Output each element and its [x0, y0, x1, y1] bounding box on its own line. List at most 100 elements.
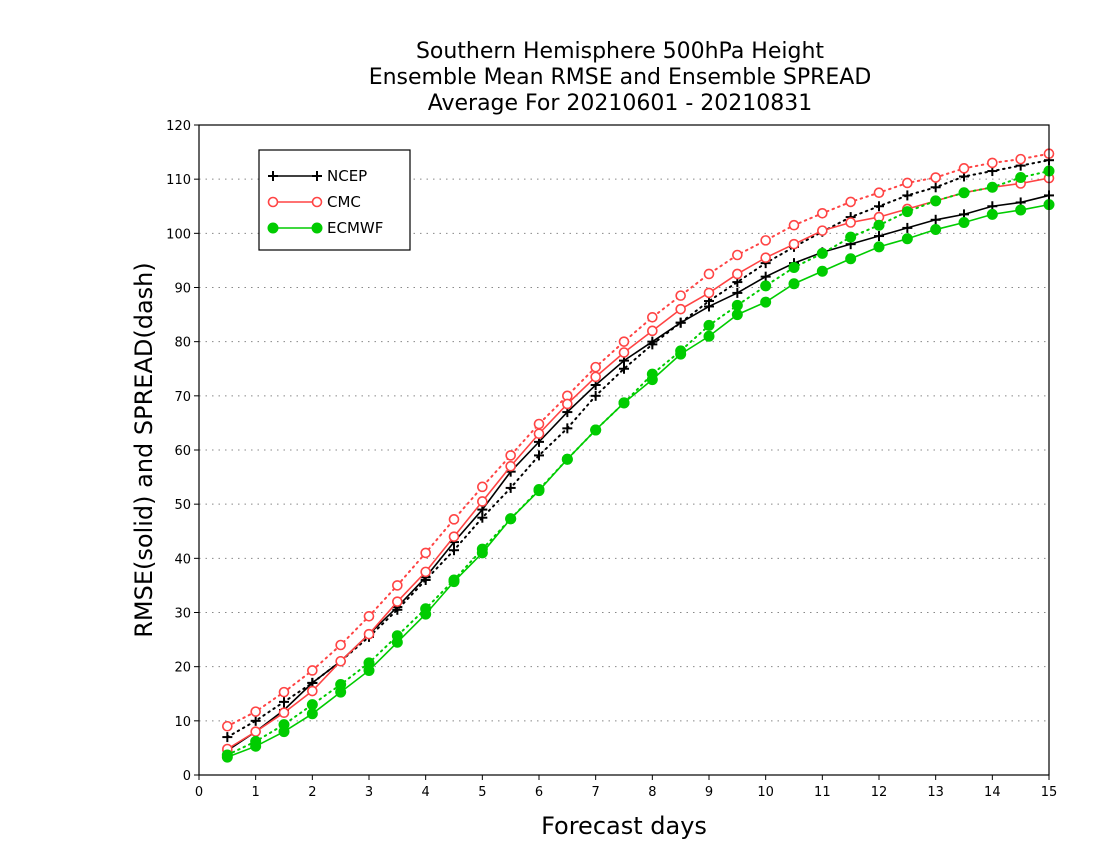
legend-label: NCEP [327, 167, 367, 185]
legend-marker [267, 222, 279, 234]
x-tick-label: 4 [422, 785, 430, 800]
cmc-rmse-point [562, 398, 573, 410]
x-tick-label: 13 [927, 785, 944, 800]
x-tick-label: 6 [535, 785, 543, 800]
ecmwf-spread-point [845, 231, 857, 243]
cmc-spread-point [505, 450, 516, 461]
ecmwf-rmse-point [873, 241, 885, 253]
cmc-spread-point [703, 268, 715, 280]
ncep-spread-point [590, 390, 601, 401]
ecmwf-spread-point [703, 319, 715, 331]
x-tick-label: 11 [814, 785, 831, 800]
cmc-spread-point [477, 481, 488, 493]
ecmwf-spread-point [306, 699, 318, 711]
ncep-spread-line [226, 159, 1050, 739]
cmc-spread-point [873, 187, 885, 199]
chart-title-line: Ensemble Mean RMSE and Ensemble SPREAD [369, 65, 872, 90]
legend: NCEP CMC ECMWF [258, 149, 411, 251]
cmc-rmse-point [278, 707, 290, 719]
cmc-spread-point [987, 157, 998, 169]
cmc-rmse-line [226, 177, 1050, 750]
x-tick-label: 5 [478, 785, 486, 800]
cmc-rmse-point [817, 225, 828, 236]
ecmwf-rmse-point [901, 233, 913, 245]
legend-item-ecmwf: ECMWF [267, 219, 383, 237]
chart-title-line: Average For 20210601 - 20210831 [428, 91, 813, 116]
y-axis: 0 10 20 30 40 50 60 70 80 90 100 110 120 [166, 119, 199, 784]
ecmwf-rmse-point [420, 608, 432, 620]
plot-series [221, 148, 1055, 763]
legend-marker [311, 196, 323, 208]
y-tick-label: 30 [174, 607, 191, 622]
legend-item-cmc: CMC [267, 193, 361, 211]
cmc-spread-point [590, 361, 601, 373]
x-axis: 0 1 2 3 4 5 6 7 8 9 10 11 12 13 14 15 [195, 775, 1057, 800]
legend-marker [311, 222, 323, 234]
x-tick-label: 12 [871, 785, 888, 800]
cmc-spread-point [732, 249, 743, 261]
cmc-rmse-point [505, 460, 516, 472]
chart-title-line: Southern Hemisphere 500hPa Height [416, 39, 824, 64]
cmc-rmse-point [335, 655, 346, 667]
ncep-rmse-point [874, 231, 884, 242]
cmc-spread-point [392, 580, 403, 591]
ncep-spread-point [902, 190, 913, 201]
ecmwf-rmse-point [958, 217, 970, 228]
cmc-spread-point [647, 311, 658, 323]
ncep-spread-point [874, 201, 884, 212]
y-tick-label: 0 [183, 769, 191, 784]
cmc-spread-point [363, 610, 375, 622]
series-ecmwf [221, 165, 1055, 763]
ecmwf-spread-point [788, 261, 800, 273]
series-cmc [222, 148, 1055, 755]
ecmwf-rmse-point [476, 547, 488, 559]
cmc-spread-point [222, 720, 233, 732]
x-axis-label: Forecast days [541, 812, 707, 840]
ecmwf-rmse-point [930, 224, 942, 236]
ecmwf-spread-point [816, 247, 828, 259]
x-tick-label: 0 [195, 785, 203, 800]
chart-title: Southern Hemisphere 500hPa HeightEnsembl… [369, 39, 872, 116]
x-tick-label: 14 [984, 785, 1001, 800]
cmc-rmse-point [448, 531, 460, 542]
legend-marker [267, 196, 279, 208]
ecmwf-spread-point [930, 195, 942, 207]
ecmwf-rmse-point [731, 309, 743, 321]
ecmwf-rmse-point [845, 253, 857, 265]
ncep-rmse-point [732, 287, 743, 298]
ncep-rmse-point [704, 301, 714, 312]
ecmwf-spread-line [226, 170, 1050, 756]
cmc-spread-point [930, 172, 941, 183]
y-tick-label: 60 [174, 444, 191, 459]
y-tick-label: 90 [174, 282, 191, 297]
ecmwf-rmse-point [618, 397, 630, 409]
ncep-rmse-line [226, 194, 1050, 752]
ncep-rmse-point [760, 271, 771, 282]
x-tick-label: 3 [365, 785, 373, 800]
y-gridlines [199, 178, 1049, 722]
ncep-rmse-point [930, 214, 941, 225]
cmc-spread-point [1015, 153, 1026, 165]
ecmwf-rmse-point [675, 348, 687, 360]
x-tick-label: 10 [757, 785, 774, 800]
y-axis-label: RMSE(solid) and SPREAD(dash) [130, 262, 158, 638]
ecmwf-rmse-point [816, 265, 828, 277]
ecmwf-rmse-point [250, 740, 262, 752]
cmc-rmse-point [533, 428, 545, 440]
cmc-spread-point [760, 235, 771, 246]
cmc-rmse-point [307, 685, 318, 697]
cmc-rmse-point [590, 371, 601, 383]
y-tick-label: 20 [174, 661, 191, 676]
ecmwf-rmse-point [760, 296, 772, 308]
ecmwf-rmse-point [448, 576, 460, 588]
cmc-rmse-point [363, 628, 375, 640]
cmc-spread-point [618, 336, 630, 347]
ecmwf-rmse-point [221, 751, 233, 763]
ecmwf-rmse-point [561, 453, 573, 465]
ecmwf-rmse-point [590, 424, 602, 436]
x-tick-label: 9 [705, 785, 713, 800]
cmc-spread-point [420, 547, 431, 559]
y-tick-label: 100 [166, 227, 191, 242]
cmc-rmse-point [675, 303, 686, 315]
